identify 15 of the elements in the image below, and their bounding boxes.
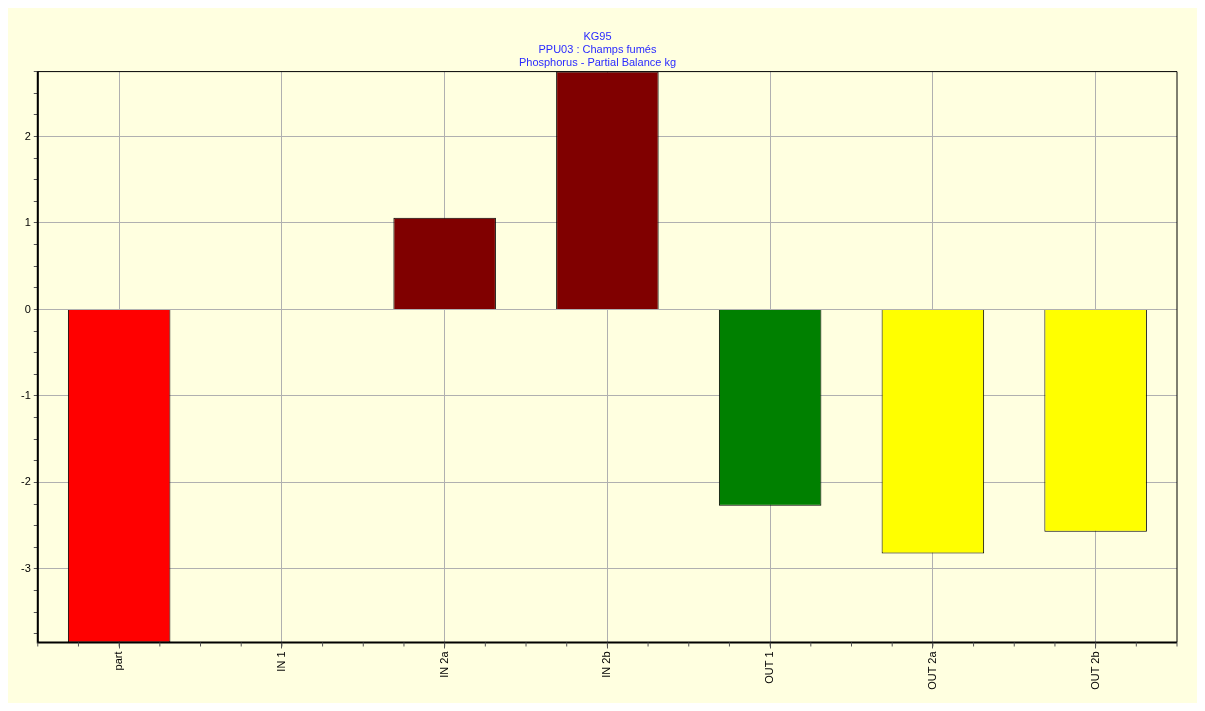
x-tick-label: IN 2a [437, 650, 450, 678]
x-tick-label: OUT 2b [1088, 651, 1101, 690]
y-tick-label: 1 [24, 216, 31, 228]
chart-title: KG95 [583, 29, 612, 42]
chart-subtitle: PPU03 : Champs fumés Phosphorus - Partial Balance kg [518, 42, 677, 69]
y-tick-label: 2 [24, 129, 31, 142]
x-tick-label: OUT 2a [925, 650, 938, 690]
x-tick-label: OUT 1 [763, 651, 776, 684]
x-tick-label: IN 2b [600, 651, 613, 678]
y-tick-label: -3 [21, 562, 31, 574]
y-tick-label: -2 [21, 475, 31, 488]
y-tick-label: -1 [21, 389, 31, 401]
y-tick-label: 0 [24, 302, 31, 315]
x-tick-label: part [112, 651, 125, 671]
x-tick-label: IN 1 [274, 651, 287, 672]
